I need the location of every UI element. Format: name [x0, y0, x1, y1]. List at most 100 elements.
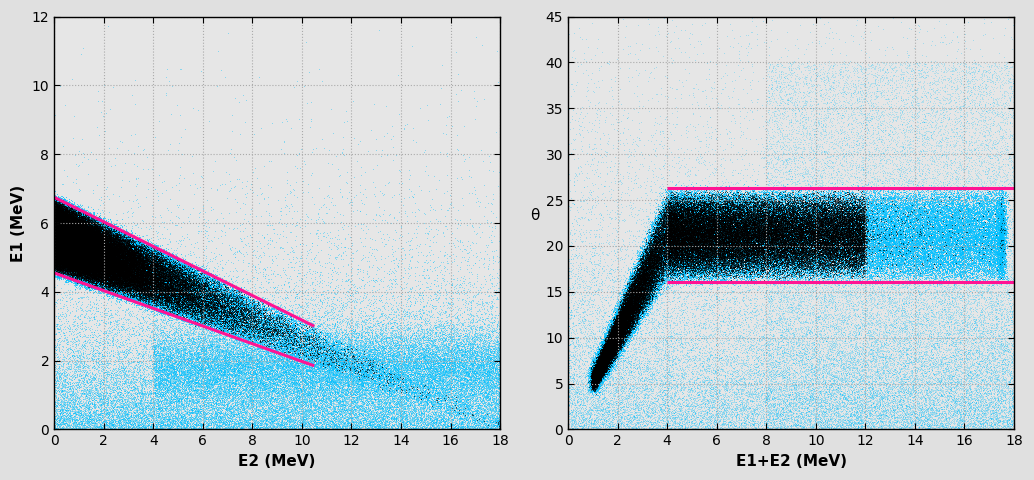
Point — [799, 214, 816, 222]
Point — [585, 378, 602, 385]
Point — [625, 317, 641, 324]
Point — [55, 236, 71, 244]
Point — [759, 223, 776, 230]
Point — [103, 246, 120, 253]
Point — [670, 261, 687, 268]
Point — [585, 360, 602, 367]
Point — [725, 250, 741, 257]
Point — [152, 270, 169, 278]
Point — [761, 216, 778, 223]
Point — [162, 380, 179, 387]
Point — [70, 275, 87, 282]
Point — [49, 253, 65, 261]
Point — [589, 364, 606, 372]
Point — [843, 203, 859, 211]
Point — [774, 224, 791, 232]
Point — [668, 260, 685, 267]
Point — [154, 278, 171, 286]
Point — [624, 311, 640, 318]
Point — [615, 327, 632, 335]
Point — [784, 230, 800, 238]
Point — [58, 215, 74, 223]
Point — [782, 228, 798, 236]
Point — [696, 228, 712, 236]
Point — [146, 267, 162, 275]
Point — [607, 335, 624, 342]
Point — [119, 280, 135, 288]
Point — [658, 262, 674, 269]
Point — [67, 234, 84, 242]
Point — [90, 250, 107, 257]
Point — [607, 350, 624, 358]
Point — [61, 242, 78, 250]
Point — [987, 205, 1004, 213]
Point — [760, 225, 777, 233]
Point — [668, 232, 685, 240]
Point — [59, 207, 75, 215]
Point — [89, 228, 105, 236]
Point — [907, 226, 923, 233]
Point — [50, 229, 66, 237]
Point — [314, 401, 331, 409]
Point — [976, 218, 993, 226]
Point — [55, 225, 71, 232]
Point — [93, 268, 110, 276]
Point — [129, 257, 146, 265]
Point — [677, 195, 694, 203]
Point — [74, 258, 91, 266]
Point — [226, 419, 243, 426]
Point — [117, 284, 133, 292]
Point — [71, 270, 88, 277]
Point — [619, 360, 636, 368]
Point — [582, 369, 599, 377]
Point — [221, 288, 238, 296]
Point — [55, 240, 71, 247]
Point — [57, 257, 73, 265]
Point — [365, 338, 382, 346]
Point — [53, 232, 69, 240]
Point — [724, 219, 740, 227]
Point — [793, 242, 810, 250]
Point — [64, 255, 81, 263]
Point — [101, 245, 118, 253]
Point — [318, 362, 335, 370]
Point — [656, 256, 672, 264]
Point — [152, 260, 169, 268]
Point — [81, 225, 97, 233]
Point — [751, 255, 767, 263]
Point — [592, 355, 609, 363]
Point — [848, 230, 864, 238]
Point — [913, 101, 930, 108]
Point — [454, 351, 470, 359]
Point — [632, 304, 648, 312]
Point — [984, 348, 1001, 356]
Point — [675, 231, 692, 239]
Point — [753, 234, 769, 241]
Point — [618, 313, 635, 321]
Point — [603, 350, 619, 358]
Point — [325, 418, 341, 426]
Point — [436, 368, 453, 375]
Point — [945, 229, 962, 237]
Point — [61, 327, 78, 335]
Point — [485, 254, 501, 262]
Point — [729, 359, 746, 366]
Point — [777, 384, 793, 392]
Point — [747, 424, 763, 432]
Point — [890, 187, 907, 194]
Point — [941, 295, 957, 303]
Point — [681, 216, 698, 223]
Point — [93, 264, 110, 272]
Point — [716, 261, 732, 269]
Point — [156, 298, 173, 306]
Point — [119, 281, 135, 288]
Point — [78, 248, 94, 256]
Point — [737, 402, 754, 409]
Point — [643, 256, 660, 264]
Point — [693, 264, 709, 271]
Point — [638, 257, 655, 264]
Point — [636, 303, 652, 311]
Point — [62, 232, 79, 240]
Point — [1006, 408, 1023, 416]
Point — [207, 281, 223, 288]
